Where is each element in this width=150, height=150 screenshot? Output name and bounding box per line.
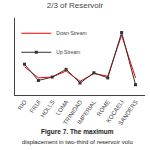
svg-text:2/3 of Reservoir: 2/3 of Reservoir	[47, 1, 104, 10]
svg-text:Down Stream: Down Stream	[56, 30, 86, 36]
svg-text:FRUI: FRUI	[29, 99, 42, 114]
svg-text:HOLLS: HOLLS	[39, 99, 55, 119]
svg-text:SANDERS: SANDERS	[117, 99, 139, 126]
svg-text:Figure 7. The maximum: Figure 7. The maximum	[41, 128, 114, 136]
svg-text:IMPERIAL: IMPERIAL	[76, 99, 97, 126]
svg-text:displacement in two-third of r: displacement in two-third of reservoir v…	[22, 139, 133, 145]
svg-text:RIO: RIO	[17, 99, 28, 111]
svg-text:Up Stream: Up Stream	[56, 49, 80, 55]
svg-text:KOCAELI: KOCAELI	[105, 99, 125, 124]
svg-text:TRINIDAD: TRINIDAD	[62, 99, 84, 126]
svg-text:ROME: ROME	[96, 99, 111, 117]
svg-text:LOMA: LOMA	[55, 99, 70, 116]
